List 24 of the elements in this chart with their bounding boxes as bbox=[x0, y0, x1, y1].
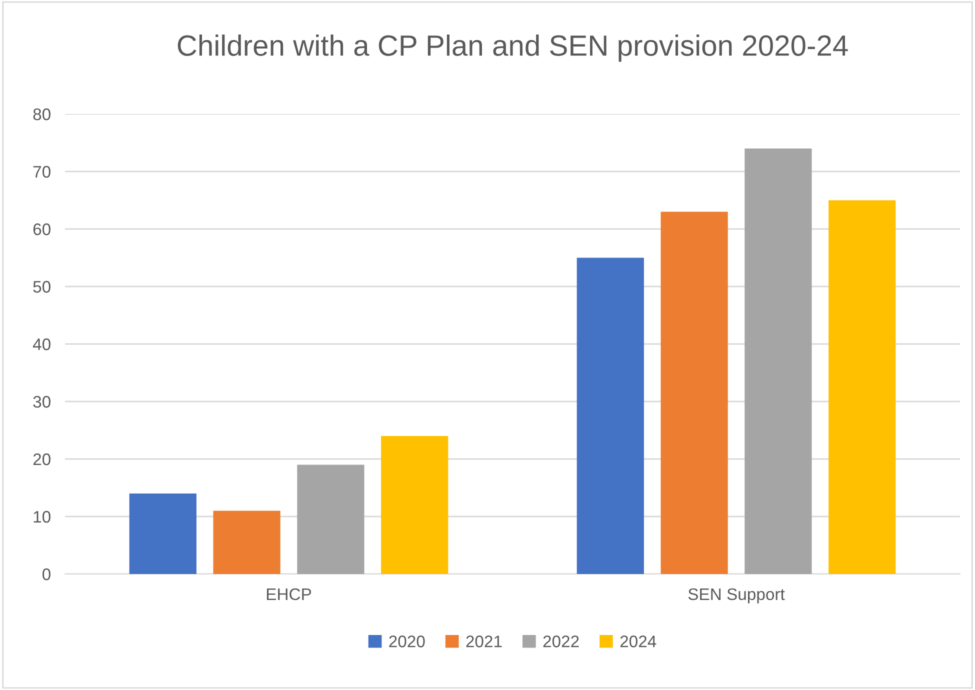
y-tick-label: 50 bbox=[33, 280, 50, 293]
legend-label: 2021 bbox=[466, 636, 502, 648]
legend-label: 2020 bbox=[389, 636, 425, 648]
bar bbox=[744, 148, 812, 574]
bar bbox=[297, 464, 364, 574]
x-tick-label: SEN Support bbox=[688, 588, 785, 604]
y-tick-label: 10 bbox=[34, 510, 50, 523]
bar bbox=[660, 212, 728, 574]
y-tick-label: 0 bbox=[42, 568, 50, 580]
y-tick-label: 60 bbox=[33, 223, 50, 236]
bar bbox=[381, 436, 448, 574]
chart-title: Children with a CP Plan and SEN provision 2020-24 bbox=[178, 34, 848, 62]
y-tick-label: 30 bbox=[33, 396, 50, 408]
y-tick-label: 20 bbox=[33, 453, 50, 466]
bar bbox=[213, 510, 280, 574]
bar bbox=[576, 258, 644, 574]
legend-label: 2024 bbox=[620, 636, 656, 648]
y-tick-label: 80 bbox=[33, 108, 50, 120]
y-tick-label: 40 bbox=[32, 338, 50, 350]
y-tick-label: 70 bbox=[33, 166, 50, 178]
bar bbox=[828, 200, 896, 574]
x-tick-label: EHCP bbox=[266, 588, 312, 600]
legend-label: 2022 bbox=[543, 636, 579, 648]
bar bbox=[129, 494, 196, 574]
